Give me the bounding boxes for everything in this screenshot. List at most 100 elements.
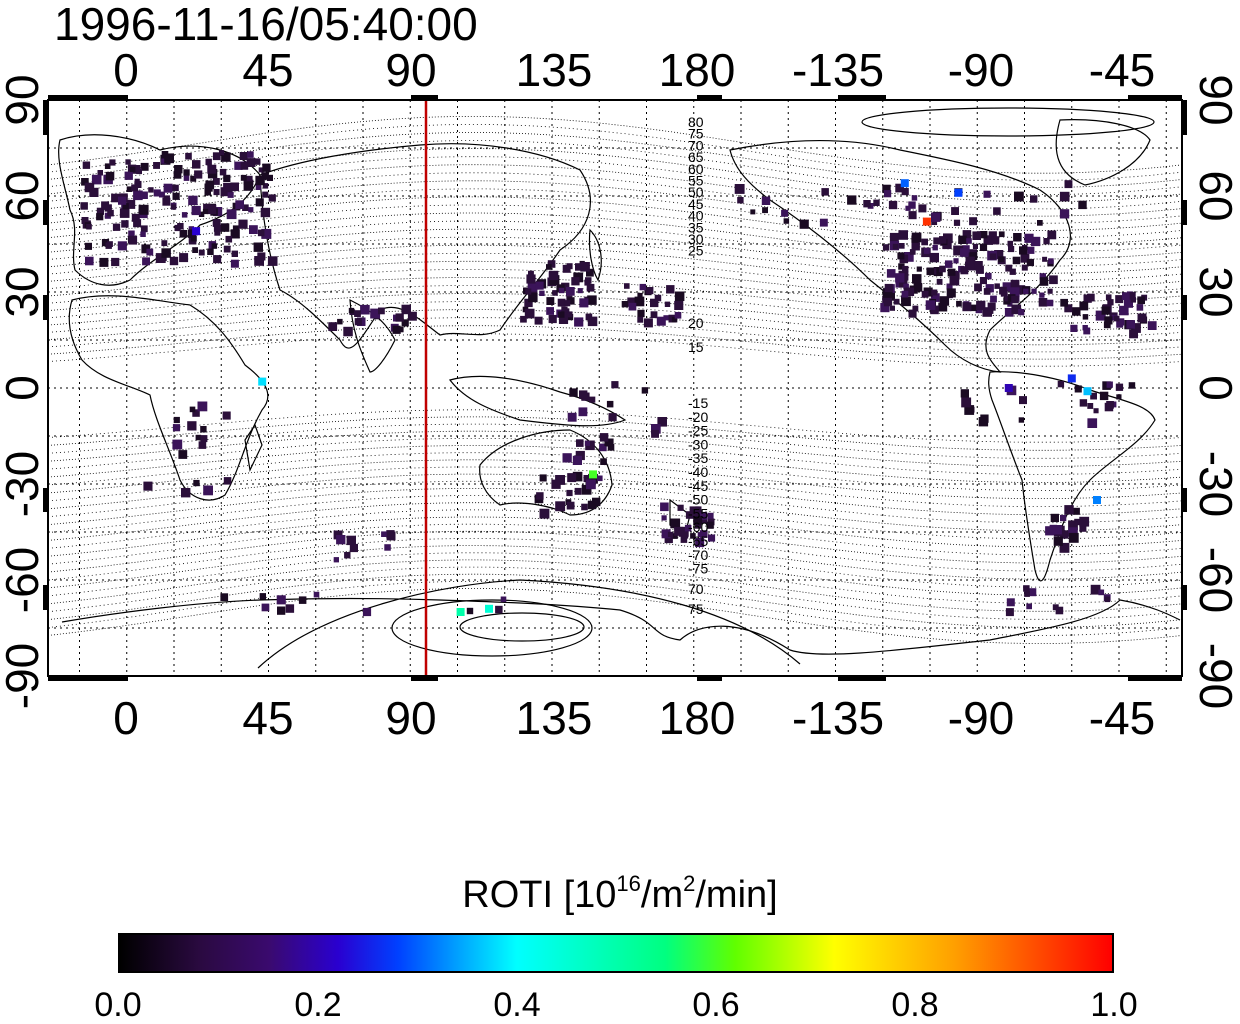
roti-cell: [105, 171, 115, 181]
roti-cell: [564, 300, 571, 307]
roti-cell: [762, 207, 768, 214]
roti-cell: [991, 236, 1000, 245]
roti-cell: [1068, 520, 1078, 531]
roti-cell: [261, 603, 270, 612]
roti-cell: [395, 313, 404, 322]
roti-cell: [931, 293, 940, 302]
roti-cell: [586, 268, 594, 277]
roti-cell: [1103, 321, 1111, 329]
roti-cell: [1024, 591, 1030, 597]
roti-cell: [207, 248, 214, 255]
roti-cell: [654, 294, 662, 302]
mag-contour: [47, 502, 1183, 548]
roti-cell: [1009, 287, 1020, 298]
roti-cell: [84, 242, 92, 250]
roti-cell: [125, 159, 131, 165]
roti-cell: [1011, 304, 1022, 315]
left-lat-label: -90: [0, 643, 48, 709]
roti-cell: [674, 291, 685, 301]
roti-cell: [525, 288, 532, 295]
roti-cell: [206, 204, 217, 215]
roti-cell: [882, 184, 891, 194]
roti-cell: [566, 489, 573, 497]
roti-cell: [572, 455, 582, 465]
roti-cell: [1019, 246, 1028, 255]
roti-cell: [198, 211, 205, 217]
roti-cell: [579, 390, 588, 399]
contour-label-north: 25: [688, 243, 704, 259]
madagascar-coast: [244, 423, 263, 472]
roti-cell: [578, 407, 588, 417]
roti-cell: [277, 606, 286, 615]
roti-map: 0 45 90 135 180 -135 -90 -450 45 90 135 180 -135 -90-…: [0, 44, 1240, 744]
mag-contour: [47, 459, 1183, 499]
roti-cell: [983, 288, 991, 295]
left-frame-bar: [43, 585, 48, 610]
roti-cell: [863, 200, 871, 208]
roti-cell: [344, 552, 351, 559]
roti-cell: [693, 515, 703, 525]
roti-point: [954, 188, 963, 197]
roti-cell: [980, 231, 988, 239]
mag-contour: [47, 466, 1183, 507]
colorbar-tick-label: 0.0: [94, 986, 142, 1024]
contour-label-north: 30: [688, 231, 704, 247]
roti-cell: [1099, 391, 1109, 401]
roti-cell: [1052, 525, 1062, 535]
contour-label-north: 70: [688, 137, 704, 153]
right-lat-label: -90: [1190, 643, 1240, 709]
roti-cell: [86, 223, 92, 230]
left-lat-label: -30: [0, 451, 48, 517]
roti-cell: [524, 308, 535, 319]
roti-cell: [192, 247, 198, 253]
roti-cell: [611, 381, 619, 389]
roti-cell: [580, 262, 590, 272]
roti-cell: [1031, 288, 1037, 294]
roti-cell: [370, 308, 381, 319]
roti-cell: [172, 439, 183, 450]
roti-cell: [1115, 383, 1124, 391]
roti-cell: [360, 304, 370, 315]
roti-cell: [939, 265, 946, 273]
roti-cell: [1012, 256, 1021, 265]
roti-cell: [249, 225, 258, 234]
roti-cell: [918, 204, 927, 213]
roti-cell: [96, 213, 104, 221]
roti-cell: [985, 272, 992, 280]
roti-cell: [970, 304, 977, 312]
europe-coast: [58, 134, 261, 286]
roti-cell: [1011, 295, 1019, 304]
roti-cell: [89, 187, 99, 197]
north-america-coast: [729, 139, 1071, 373]
roti-cell: [586, 283, 595, 292]
roti-cell: [213, 224, 221, 232]
roti-cell: [1059, 209, 1070, 219]
roti-cell: [212, 152, 221, 161]
roti-cell: [674, 312, 682, 319]
roti-cell: [983, 235, 994, 245]
roti-cell: [993, 207, 1001, 215]
roti-cell: [575, 450, 585, 461]
roti-cell: [200, 426, 207, 433]
roti-cell: [1008, 245, 1015, 253]
roti-cell: [223, 477, 232, 485]
mag-contour: [47, 148, 1183, 203]
roti-cell: [223, 182, 233, 193]
roti-point: [192, 227, 201, 236]
roti-cell: [384, 544, 391, 551]
mag-contour: [47, 333, 1183, 367]
roti-cell: [707, 512, 714, 519]
roti-cell: [348, 307, 355, 314]
roti-cell: [882, 288, 893, 298]
roti-cell: [170, 204, 177, 210]
roti-cell: [999, 286, 1007, 295]
roti-cell: [169, 256, 179, 266]
roti-cell: [893, 298, 900, 305]
roti-cell: [1128, 382, 1136, 389]
contour-label-pole: 70: [688, 581, 704, 597]
roti-cell: [588, 473, 598, 484]
roti-cell: [847, 195, 857, 205]
roti-cell: [96, 207, 104, 215]
roti-cell: [989, 253, 997, 260]
roti-cell: [117, 241, 127, 251]
